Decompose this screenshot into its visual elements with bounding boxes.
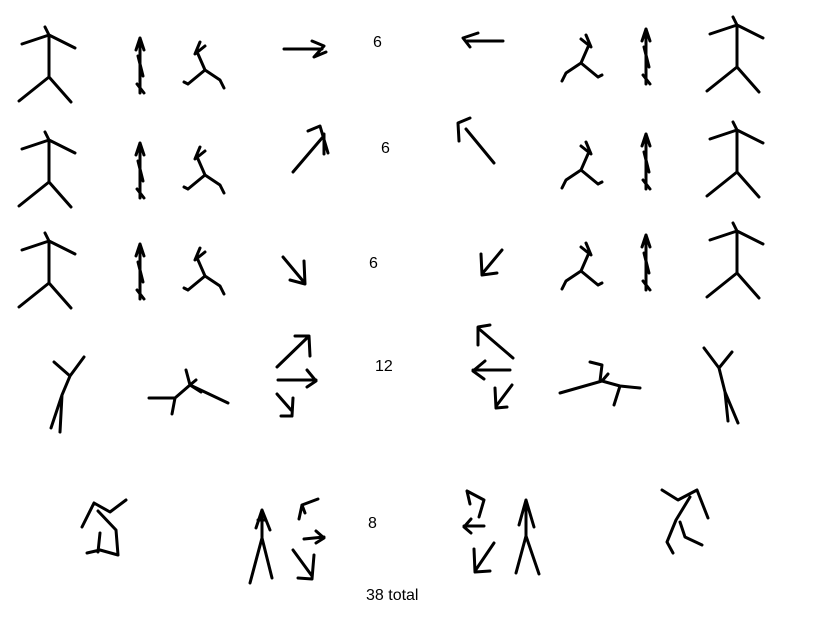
standing-figure-icon [248,508,274,585]
side-figure-icon [640,132,652,191]
row5-count: 8 [368,515,377,532]
side-figure-icon [134,242,146,301]
arrow-up-right-icon [291,124,330,174]
reclining-figure-icon [49,355,86,434]
standing-figure-icon [705,120,765,199]
row5-left-figures [80,497,326,585]
side-figure-icon [134,141,146,200]
standing-figure-icon [17,130,77,209]
arrow-down-left-icon [479,248,504,277]
row5-right-figures [462,488,710,576]
standing-figure-icon [17,231,77,310]
arrow-left-icon [471,359,512,381]
arrow-down-right-icon [275,392,295,418]
walking-figure-icon [182,145,226,195]
row3-left-figures [17,231,307,310]
row3-count: 6 [369,255,378,272]
arrow-up-left-icon [456,116,496,165]
reclining-figure-icon [702,346,740,425]
row3-right-figures [479,221,765,300]
arrow-right-icon [282,39,328,59]
arrow-right-icon [276,368,318,389]
row2-right-figures [456,116,765,199]
row1-left-figures [17,25,328,104]
walking-figure-icon [560,33,604,83]
arrow-curved-up-icon [465,489,486,519]
standing-figure-icon [17,25,77,104]
arrow-right-icon [302,529,326,545]
standing-figure-icon [705,221,765,300]
arrow-up-left-icon [476,323,515,360]
walking-figure-icon [560,140,604,190]
crawling-figure-icon [147,368,230,416]
row2-count: 6 [381,140,390,157]
side-figure-icon [640,27,652,86]
arrow-down-left-icon [472,541,496,574]
tumbling-figure-icon [660,488,710,555]
row1-count: 6 [373,34,382,51]
arrow-down-right-icon [281,255,307,286]
walking-figure-icon [182,246,226,296]
row1-right-figures [461,15,765,94]
row4-right-figures [471,323,740,425]
side-figure-icon [134,36,146,95]
side-figure-icon [640,233,652,292]
arrow-up-right-icon [275,334,312,369]
arrow-curved-up-icon [297,497,320,521]
arrow-down-left-icon [493,383,514,410]
tumbling-figure-icon [80,498,128,557]
arrow-down-right-icon [291,548,316,581]
standing-figure-icon [514,498,541,576]
arrow-left-icon [462,517,486,535]
standing-figure-icon [705,15,765,94]
row2-left-figures [17,124,330,209]
crawling-figure-icon [558,360,642,407]
arrow-left-icon [461,31,505,49]
total-label: 38 total [366,587,418,604]
row4-count: 12 [375,358,393,375]
row4-left-figures [49,334,318,434]
walking-figure-icon [182,40,226,90]
walking-figure-icon [560,241,604,291]
